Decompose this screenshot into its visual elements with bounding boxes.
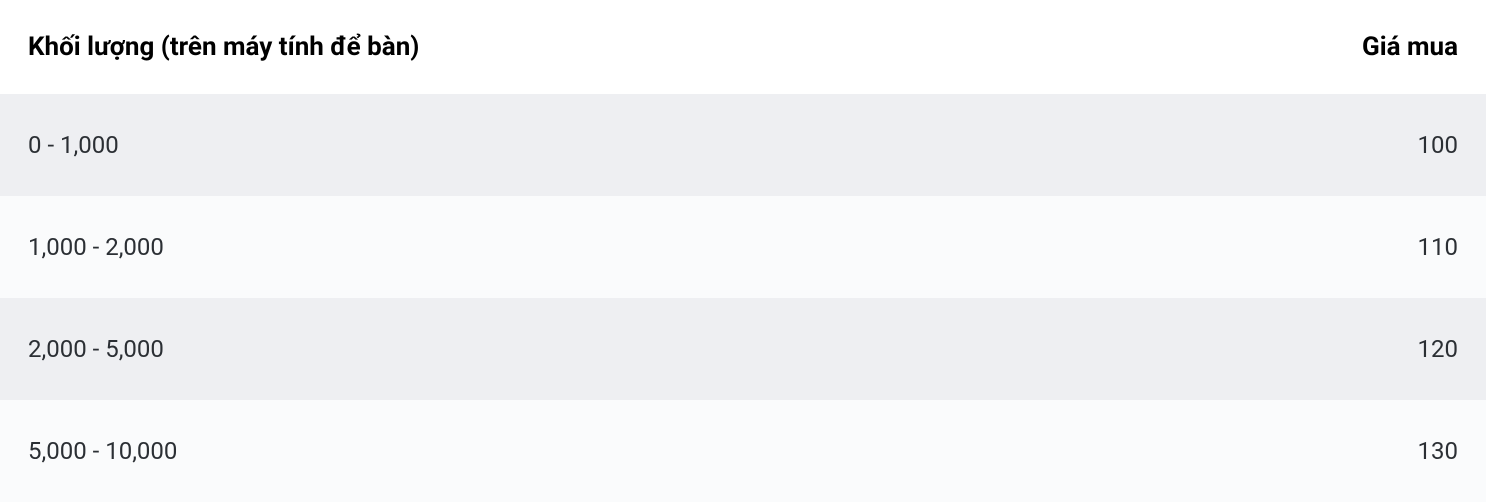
cell-price: 110 [1418,233,1458,261]
table-row: 1,000 - 2,000 110 [0,196,1486,298]
cell-volume: 2,000 - 5,000 [28,335,164,363]
column-header-volume: Khối lượng (trên máy tính để bàn) [28,32,419,62]
table-header-row: Khối lượng (trên máy tính để bàn) Giá mu… [0,0,1486,94]
pricing-table: Khối lượng (trên máy tính để bàn) Giá mu… [0,0,1486,502]
cell-volume: 0 - 1,000 [28,131,119,159]
cell-volume: 1,000 - 2,000 [28,233,164,261]
cell-volume: 5,000 - 10,000 [28,437,177,465]
table-row: 2,000 - 5,000 120 [0,298,1486,400]
cell-price: 100 [1418,131,1458,159]
column-header-price: Giá mua [1362,32,1458,62]
cell-price: 130 [1418,437,1458,465]
table-row: 0 - 1,000 100 [0,94,1486,196]
table-row: 5,000 - 10,000 130 [0,400,1486,502]
cell-price: 120 [1418,335,1458,363]
